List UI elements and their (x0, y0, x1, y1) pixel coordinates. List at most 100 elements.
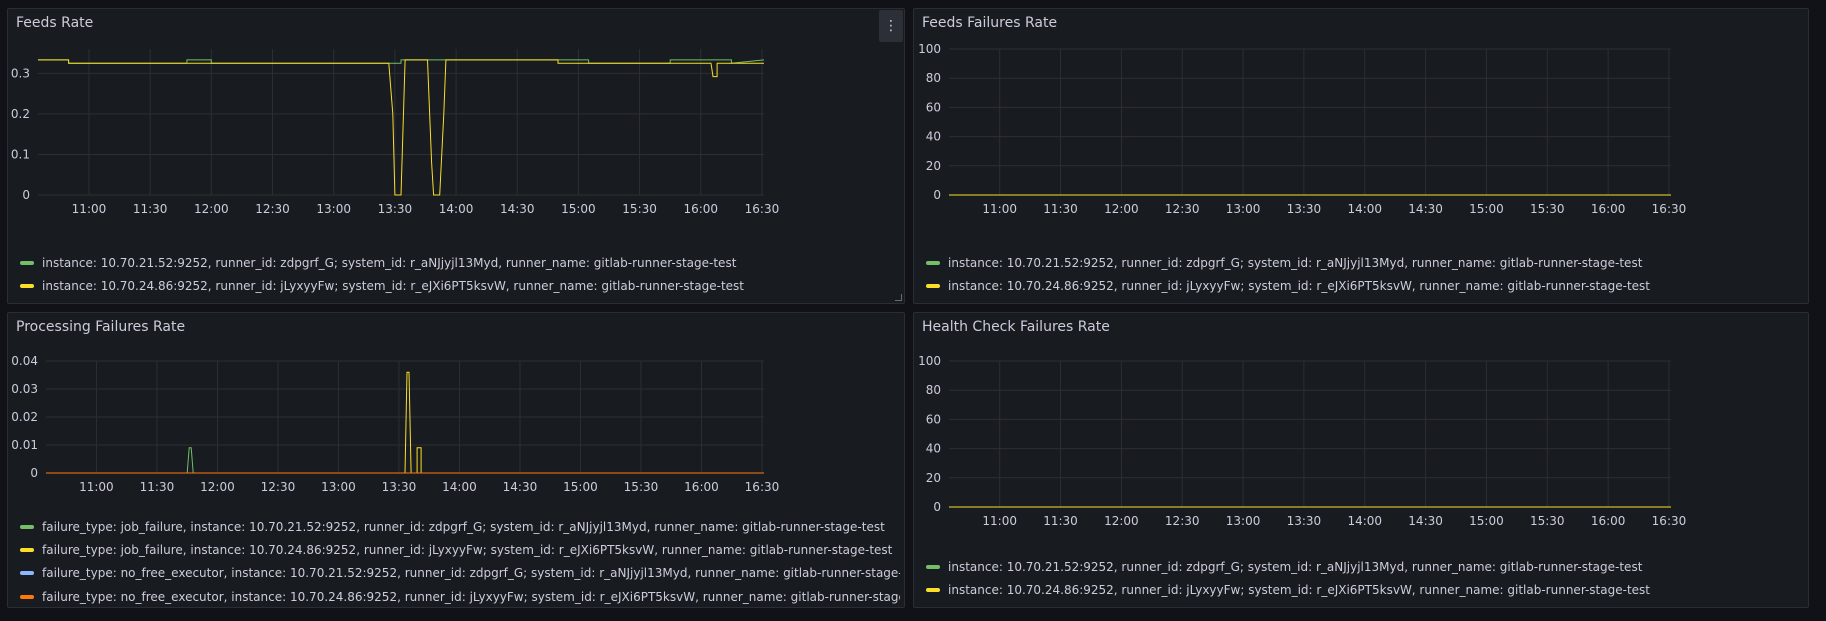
x-tick-label: 13:30 (382, 480, 417, 494)
series-line[interactable] (38, 59, 764, 196)
panel-title[interactable]: Processing Failures Rate (16, 319, 186, 335)
y-tick-label: 60 (926, 100, 941, 114)
legend-item[interactable]: instance: 10.70.21.52:9252, runner_id: z… (926, 251, 1806, 274)
x-tick-label: 16:30 (745, 202, 780, 216)
x-tick-label: 12:30 (261, 480, 296, 494)
x-tick-label: 16:00 (1591, 514, 1626, 528)
x-tick-label: 14:30 (503, 480, 538, 494)
y-tick-label: 0 (933, 500, 941, 514)
panel-health-check-failures-rate[interactable]: Health Check Failures Rate 0 20 40 60 80 100 1… (913, 312, 1809, 608)
panel-title[interactable]: Feeds Rate (16, 15, 94, 31)
time-series-chart[interactable]: 0 0.01 0.02 0.03 0.04 11:00 11:30 12:00 12:30 13:… (8, 313, 905, 513)
x-tick-label: 11:30 (1043, 514, 1078, 528)
x-tick-label: 15:30 (1530, 514, 1565, 528)
time-series-chart[interactable]: 0 0.1 0.2 0.3 11:00 11:30 12:00 12:30 13:00 13:30… (8, 9, 905, 249)
x-tick-label: 14:30 (1408, 202, 1443, 216)
legend-item[interactable]: failure_type: job_failure, instance: 10.… (20, 538, 900, 561)
y-tick-label: 40 (926, 442, 941, 456)
series-swatch (20, 524, 34, 529)
y-tick-label: 80 (926, 383, 941, 397)
series-swatch (926, 564, 940, 569)
chart-legend: instance: 10.70.21.52:9252, runner_id: z… (20, 251, 900, 298)
x-tick-label: 13:00 (316, 202, 351, 216)
x-tick-label: 13:30 (1287, 202, 1322, 216)
x-tick-label: 15:00 (561, 202, 596, 216)
y-tick-label: 0.2 (11, 107, 30, 121)
panel-processing-failures-rate[interactable]: Processing Failures Rate 0 0.01 0.02 0.03 0.… (7, 312, 905, 608)
x-tick-label: 11:00 (79, 480, 114, 494)
legend-label: instance: 10.70.24.86:9252, runner_id: j… (948, 278, 1650, 293)
y-tick-label: 0 (22, 188, 30, 202)
y-tick-label: 0 (933, 188, 941, 202)
y-tick-label: 60 (926, 412, 941, 426)
series-swatch (926, 587, 940, 592)
legend-item[interactable]: instance: 10.70.24.86:9252, runner_id: j… (20, 274, 900, 297)
x-tick-label: 15:30 (624, 480, 659, 494)
x-tick-label: 12:00 (1104, 202, 1139, 216)
legend-item[interactable]: instance: 10.70.21.52:9252, runner_id: z… (20, 251, 900, 274)
x-tick-label: 11:30 (140, 480, 175, 494)
x-tick-label: 12:00 (1104, 514, 1139, 528)
series-swatch (20, 260, 34, 265)
legend-item[interactable]: failure_type: job_failure, instance: 10.… (20, 515, 900, 538)
legend-label: instance: 10.70.24.86:9252, runner_id: j… (948, 582, 1650, 597)
series-swatch (20, 283, 34, 288)
series-swatch (926, 283, 940, 288)
x-tick-label: 13:00 (321, 480, 356, 494)
legend-item[interactable]: failure_type: no_free_executor, instance… (20, 585, 900, 607)
series-swatch (20, 594, 34, 599)
legend-label: failure_type: job_failure, instance: 10.… (42, 542, 893, 557)
legend-label: failure_type: no_free_executor, instance… (42, 566, 900, 581)
legend-label: failure_type: job_failure, instance: 10.… (42, 519, 885, 534)
panel-title[interactable]: Health Check Failures Rate (922, 319, 1110, 335)
legend-label: instance: 10.70.24.86:9252, runner_id: j… (42, 278, 744, 293)
x-tick-label: 15:30 (1530, 202, 1565, 216)
x-tick-label: 16:30 (1652, 514, 1687, 528)
legend-item[interactable]: instance: 10.70.21.52:9252, runner_id: z… (926, 555, 1806, 578)
vertical-ellipsis-icon[interactable]: ⋮ (879, 10, 903, 42)
legend-label: failure_type: no_free_executor, instance… (42, 589, 900, 604)
x-tick-label: 13:00 (1226, 514, 1261, 528)
y-tick-label: 0.01 (11, 438, 38, 452)
x-tick-label: 11:00 (72, 202, 107, 216)
legend-label: instance: 10.70.21.52:9252, runner_id: z… (948, 559, 1643, 574)
legend-label: instance: 10.70.21.52:9252, runner_id: z… (948, 255, 1643, 270)
series-swatch (20, 547, 34, 552)
x-tick-label: 13:30 (378, 202, 413, 216)
chart-legend: instance: 10.70.21.52:9252, runner_id: z… (926, 555, 1806, 602)
y-tick-label: 80 (926, 71, 941, 85)
x-tick-label: 11:30 (1043, 202, 1078, 216)
x-tick-label: 14:00 (442, 480, 477, 494)
x-tick-label: 11:00 (982, 202, 1017, 216)
x-tick-label: 16:30 (745, 480, 780, 494)
series-swatch (20, 571, 34, 576)
y-tick-label: 20 (926, 471, 941, 485)
resize-handle-icon[interactable] (895, 294, 902, 301)
x-tick-label: 16:00 (684, 480, 719, 494)
time-series-chart[interactable]: 0 20 40 60 80 100 11:00 11:30 12:00 12:30 13:00 13:… (914, 9, 1809, 249)
x-tick-label: 16:00 (683, 202, 718, 216)
chart-legend: failure_type: job_failure, instance: 10.… (20, 515, 900, 607)
x-tick-label: 15:00 (1469, 202, 1504, 216)
x-tick-label: 12:30 (1165, 202, 1200, 216)
panel-title[interactable]: Feeds Failures Rate (922, 15, 1058, 31)
x-tick-label: 14:00 (1347, 202, 1382, 216)
panel-feeds-failures-rate[interactable]: Feeds Failures Rate 0 20 40 60 80 100 11:00 11:… (913, 8, 1809, 304)
y-tick-label: 0.04 (11, 354, 38, 368)
x-tick-label: 15:30 (622, 202, 657, 216)
legend-item[interactable]: instance: 10.70.24.86:9252, runner_id: j… (926, 578, 1806, 601)
x-tick-label: 14:30 (500, 202, 535, 216)
legend-item[interactable]: instance: 10.70.24.86:9252, runner_id: j… (926, 274, 1806, 297)
y-tick-label: 20 (926, 159, 941, 173)
y-tick-label: 0 (30, 466, 38, 480)
x-tick-label: 13:30 (1287, 514, 1322, 528)
series-swatch (926, 260, 940, 265)
x-tick-label: 14:00 (1347, 514, 1382, 528)
time-series-chart[interactable]: 0 20 40 60 80 100 11:00 11:30 12:00 12:30 13:00 13:… (914, 313, 1809, 543)
x-tick-label: 12:30 (255, 202, 290, 216)
legend-item[interactable]: failure_type: no_free_executor, instance… (20, 562, 900, 585)
series-line[interactable] (46, 371, 764, 474)
y-tick-label: 0.02 (11, 410, 38, 424)
x-tick-label: 14:30 (1408, 514, 1443, 528)
panel-feeds-rate[interactable]: Feeds Rate ⋮ 0 0.1 0.2 0.3 11:00 11:30 12:00 12… (7, 8, 905, 304)
